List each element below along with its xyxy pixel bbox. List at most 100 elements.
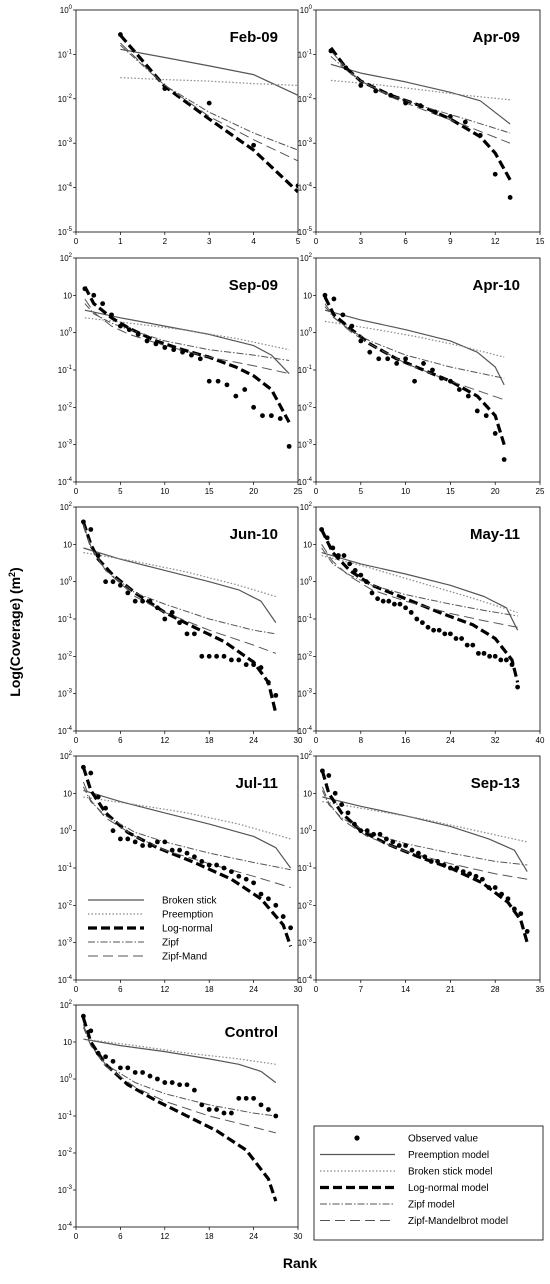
y-tick-label: 10-1 [298,49,313,59]
observed-point [416,850,421,856]
panel-frame [75,506,299,732]
observed-point [171,347,177,353]
observed-point [456,387,462,392]
series-line-broken [83,789,292,869]
observed-point [462,119,468,125]
observed-point [258,1102,264,1108]
observed-point [439,375,444,381]
observed-point [512,906,517,912]
observed-point [464,642,470,648]
observed-point [436,627,442,633]
x-tick-label: 2 [163,237,168,246]
observed-point [328,48,334,54]
observed-point [322,292,328,298]
observed-point [162,839,168,845]
observed-point [110,828,116,834]
x-tick-label: 0 [314,985,319,994]
plot-area [81,1013,279,1202]
y-tick-label: 10-3 [298,440,313,450]
legend-label: Log-normal model [408,1183,489,1194]
series-line-lognormal [119,34,298,194]
y-tick-label: 100 [60,5,73,15]
observed-point [236,657,242,663]
series-line-preemption [83,552,276,598]
observed-point [147,1073,153,1079]
observed-point [155,839,160,845]
observed-point [277,416,283,421]
observed-point [507,195,513,200]
x-tick-label: 0 [74,237,79,246]
plot-area [320,768,530,944]
observed-point [332,790,338,796]
y-tick-label: 10-2 [58,651,73,661]
series-line-preemption [321,555,518,613]
observed-point [492,653,498,659]
observed-point [347,561,352,567]
observed-point [260,413,265,419]
observed-point [499,891,504,897]
series-line-zipf [84,303,290,361]
observed-point [524,929,530,934]
observed-point [358,338,364,344]
observed-point [268,413,274,419]
observed-point [392,601,397,607]
observed-point [358,83,364,88]
panel-feb-09: 0 1 2 3 4 5 10-5 10-4 10-3 10-2 10-1 100 Feb-09 [58,5,301,246]
observed-point [454,865,460,871]
x-tick-label: 14 [401,985,410,994]
observed-point [414,616,420,622]
observed-point [273,902,279,908]
x-tick-label: 6 [403,237,408,246]
plot-area [81,519,279,714]
y-tick-label: 100 [300,826,313,836]
observed-point [280,914,286,919]
observed-point [320,768,325,774]
series-line-broken [84,309,290,375]
observed-point [418,103,423,109]
observed-point [258,665,264,670]
observed-point [422,854,428,860]
y-tick-label: 10-4 [58,726,73,736]
x-axis-title: Rank [283,1255,317,1271]
legend-label: Zipf [162,938,179,949]
observed-point [364,828,370,834]
observed-point [206,862,212,868]
observed-point [88,1028,94,1034]
y-tick-label: 100 [60,577,73,587]
panel-frame [315,9,541,233]
y-tick-label: 102 [60,751,73,761]
legend-label: Preemption model [408,1150,489,1161]
x-tick-label: 30 [294,736,303,745]
x-tick-label: 0 [74,985,79,994]
series-line-zipf [82,1027,276,1117]
panel-title: May-11 [470,526,520,543]
x-tick-label: 6 [118,736,123,745]
y-tick-label: 10-1 [58,614,73,624]
x-tick-label: 1 [118,237,123,246]
observed-point [162,86,168,91]
observed-point [352,568,358,573]
observed-point [486,885,492,890]
observed-point [369,590,375,596]
observed-point [132,598,138,604]
observed-point [215,378,221,384]
y-tick-label: 10-1 [58,1111,73,1121]
x-tick-label: 18 [205,985,214,994]
observed-point [118,582,123,588]
x-tick-label: 18 [205,736,214,745]
observed-point [441,862,447,868]
panel-frame [315,755,541,981]
observed-point [376,356,382,362]
legend-label: Broken stick model [408,1167,492,1178]
observed-point [95,553,101,558]
y-tick-label: 10-4 [58,183,73,193]
plot-area [81,764,293,947]
legend-label: Broken stick [162,896,217,907]
panel-title: Apr-09 [472,29,520,46]
x-tick-label: 12 [160,985,169,994]
observed-point [273,692,279,698]
series-line-lognormal [320,770,529,944]
y-tick-label: 10-2 [58,94,73,104]
observed-point [421,361,426,366]
